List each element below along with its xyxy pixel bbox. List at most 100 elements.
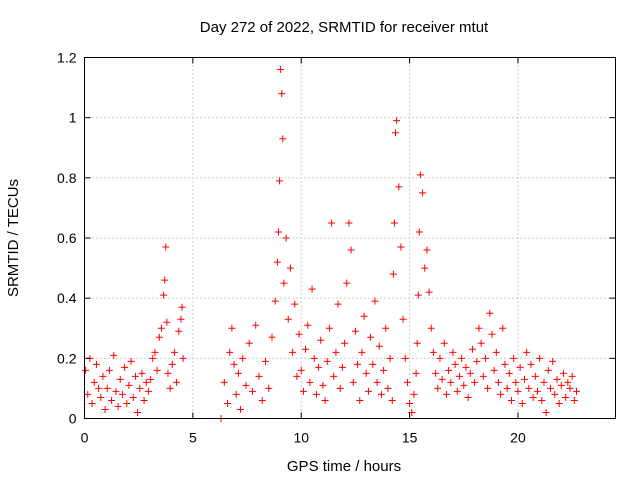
data-point xyxy=(566,384,574,392)
data-point xyxy=(129,393,137,401)
data-point xyxy=(153,366,161,374)
data-point xyxy=(412,369,420,377)
data-point xyxy=(224,399,232,407)
data-point xyxy=(277,66,285,74)
data-point xyxy=(343,279,351,287)
data-point xyxy=(568,372,576,380)
data-point xyxy=(438,375,446,383)
data-point xyxy=(473,357,481,365)
data-point xyxy=(533,387,541,395)
chart-title: Day 272 of 2022, SRMTID for receiver mtu… xyxy=(200,19,489,36)
data-point xyxy=(140,396,148,404)
data-point xyxy=(347,246,355,254)
data-point xyxy=(395,183,403,191)
data-point xyxy=(484,384,492,392)
data-point xyxy=(415,228,423,236)
data-point xyxy=(178,303,186,311)
data-point xyxy=(406,399,414,407)
x-tick-label: 20 xyxy=(510,430,526,446)
data-point xyxy=(421,264,429,272)
data-point xyxy=(162,243,170,251)
plot-frame xyxy=(84,57,616,419)
data-point xyxy=(503,384,511,392)
data-point xyxy=(164,369,172,377)
data-point xyxy=(321,396,329,404)
data-point xyxy=(97,393,105,401)
data-point xyxy=(299,387,307,395)
x-tick-label: 15 xyxy=(402,430,418,446)
data-point xyxy=(512,378,520,386)
data-point xyxy=(108,396,116,404)
data-point xyxy=(382,324,390,332)
data-point xyxy=(397,243,405,251)
data-point xyxy=(538,396,546,404)
data-point xyxy=(375,342,383,350)
data-point xyxy=(99,372,107,380)
data-point xyxy=(173,378,181,386)
data-point xyxy=(252,321,260,329)
data-point xyxy=(160,291,168,299)
data-point xyxy=(453,387,461,395)
data-point xyxy=(389,270,397,278)
data-point xyxy=(499,324,507,332)
data-point xyxy=(564,378,572,386)
data-point xyxy=(279,135,287,143)
data-point xyxy=(410,390,418,398)
data-point xyxy=(282,234,290,242)
data-point xyxy=(447,378,455,386)
data-point xyxy=(319,381,327,389)
data-point xyxy=(536,354,544,362)
data-point xyxy=(273,258,281,266)
data-point xyxy=(338,363,346,371)
data-point xyxy=(291,300,299,308)
data-point xyxy=(92,360,100,368)
data-point xyxy=(520,375,528,383)
data-point xyxy=(423,246,431,254)
data-point xyxy=(114,402,122,410)
data-point xyxy=(356,396,364,404)
data-point xyxy=(163,318,171,326)
data-point xyxy=(116,375,124,383)
data-point xyxy=(325,324,333,332)
data-point xyxy=(341,339,349,347)
y-tick-label: 0.4 xyxy=(57,290,77,306)
data-point xyxy=(367,333,375,341)
data-point xyxy=(332,348,340,356)
data-point xyxy=(125,381,133,389)
data-point xyxy=(413,339,421,347)
y-tick-label: 0.6 xyxy=(57,230,77,246)
data-point xyxy=(127,357,135,365)
data-point xyxy=(302,345,310,353)
axis-ticks: 0 0.2 0.4 0.6 0.8 1 1.2 0 5 10 15 20 xyxy=(57,50,616,446)
data-point xyxy=(147,375,155,383)
data-point xyxy=(371,297,379,305)
data-point xyxy=(525,384,533,392)
data-point xyxy=(481,354,489,362)
data-point xyxy=(434,384,442,392)
data-point xyxy=(460,381,468,389)
data-point xyxy=(445,366,453,374)
data-point xyxy=(462,363,470,371)
data-point xyxy=(268,333,276,341)
data-point xyxy=(429,348,437,356)
data-point xyxy=(118,390,126,398)
data-point xyxy=(529,393,537,401)
data-point xyxy=(232,390,240,398)
data-point xyxy=(527,360,535,368)
data-point xyxy=(492,348,500,356)
data-point xyxy=(312,390,320,398)
data-point xyxy=(360,312,368,320)
y-tick-label: 0.8 xyxy=(57,170,77,186)
data-point xyxy=(276,177,284,185)
data-point xyxy=(237,405,245,413)
data-point xyxy=(384,384,392,392)
data-point xyxy=(280,279,288,287)
data-point xyxy=(157,324,165,332)
x-tick-label: 0 xyxy=(81,430,89,446)
data-point xyxy=(557,381,565,389)
grid-lines xyxy=(84,57,616,419)
data-point xyxy=(542,408,550,416)
data-point xyxy=(386,354,394,362)
data-point xyxy=(226,348,234,356)
data-point xyxy=(373,378,381,386)
